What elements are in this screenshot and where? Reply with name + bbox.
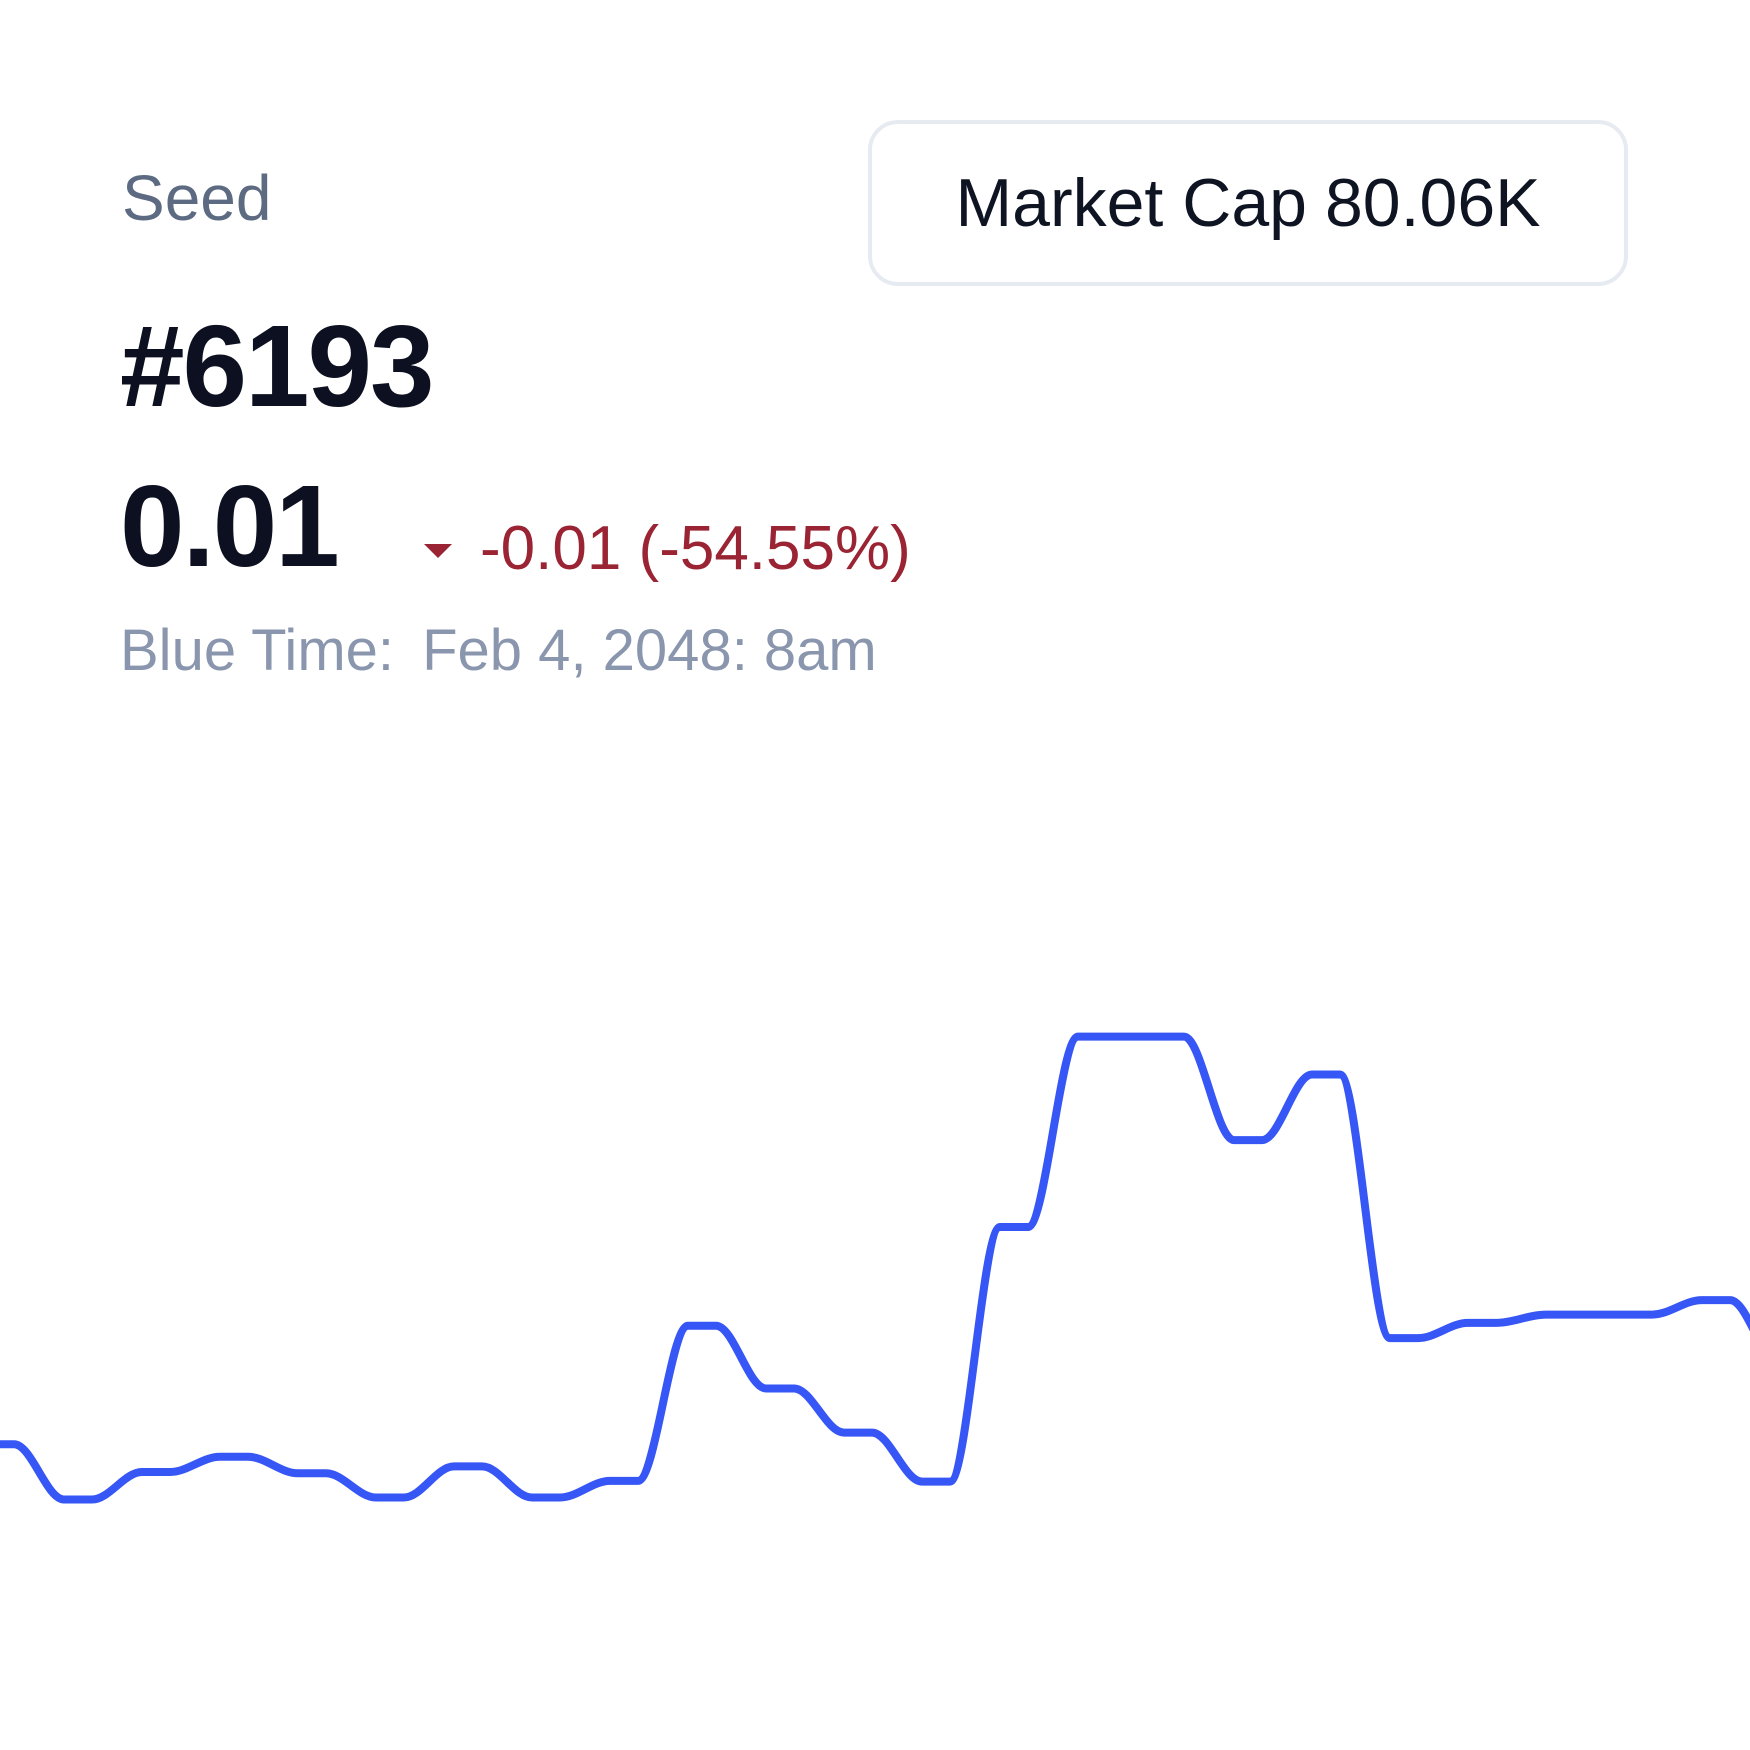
price-change: -0.01 (-54.55%) bbox=[424, 518, 911, 580]
seed-label: Seed bbox=[122, 162, 272, 234]
triangle-down-icon bbox=[424, 544, 452, 558]
market-cap-label: Market Cap bbox=[955, 165, 1307, 241]
price-value: 0.01 bbox=[120, 461, 340, 591]
blue-time: Blue Time: Feb 4, 2048: 8am bbox=[120, 622, 877, 680]
market-cap-value: 80.06K bbox=[1324, 165, 1541, 241]
price-change-value: -0.01 (-54.55%) bbox=[480, 514, 911, 583]
market-cap-badge: Market Cap 80.06K bbox=[868, 120, 1628, 286]
blue-time-label: Blue Time: bbox=[120, 618, 394, 683]
price-line bbox=[0, 1032, 1750, 1504]
token-id: #6193 bbox=[120, 301, 435, 431]
blue-time-value: Feb 4, 2048: 8am bbox=[422, 618, 877, 683]
